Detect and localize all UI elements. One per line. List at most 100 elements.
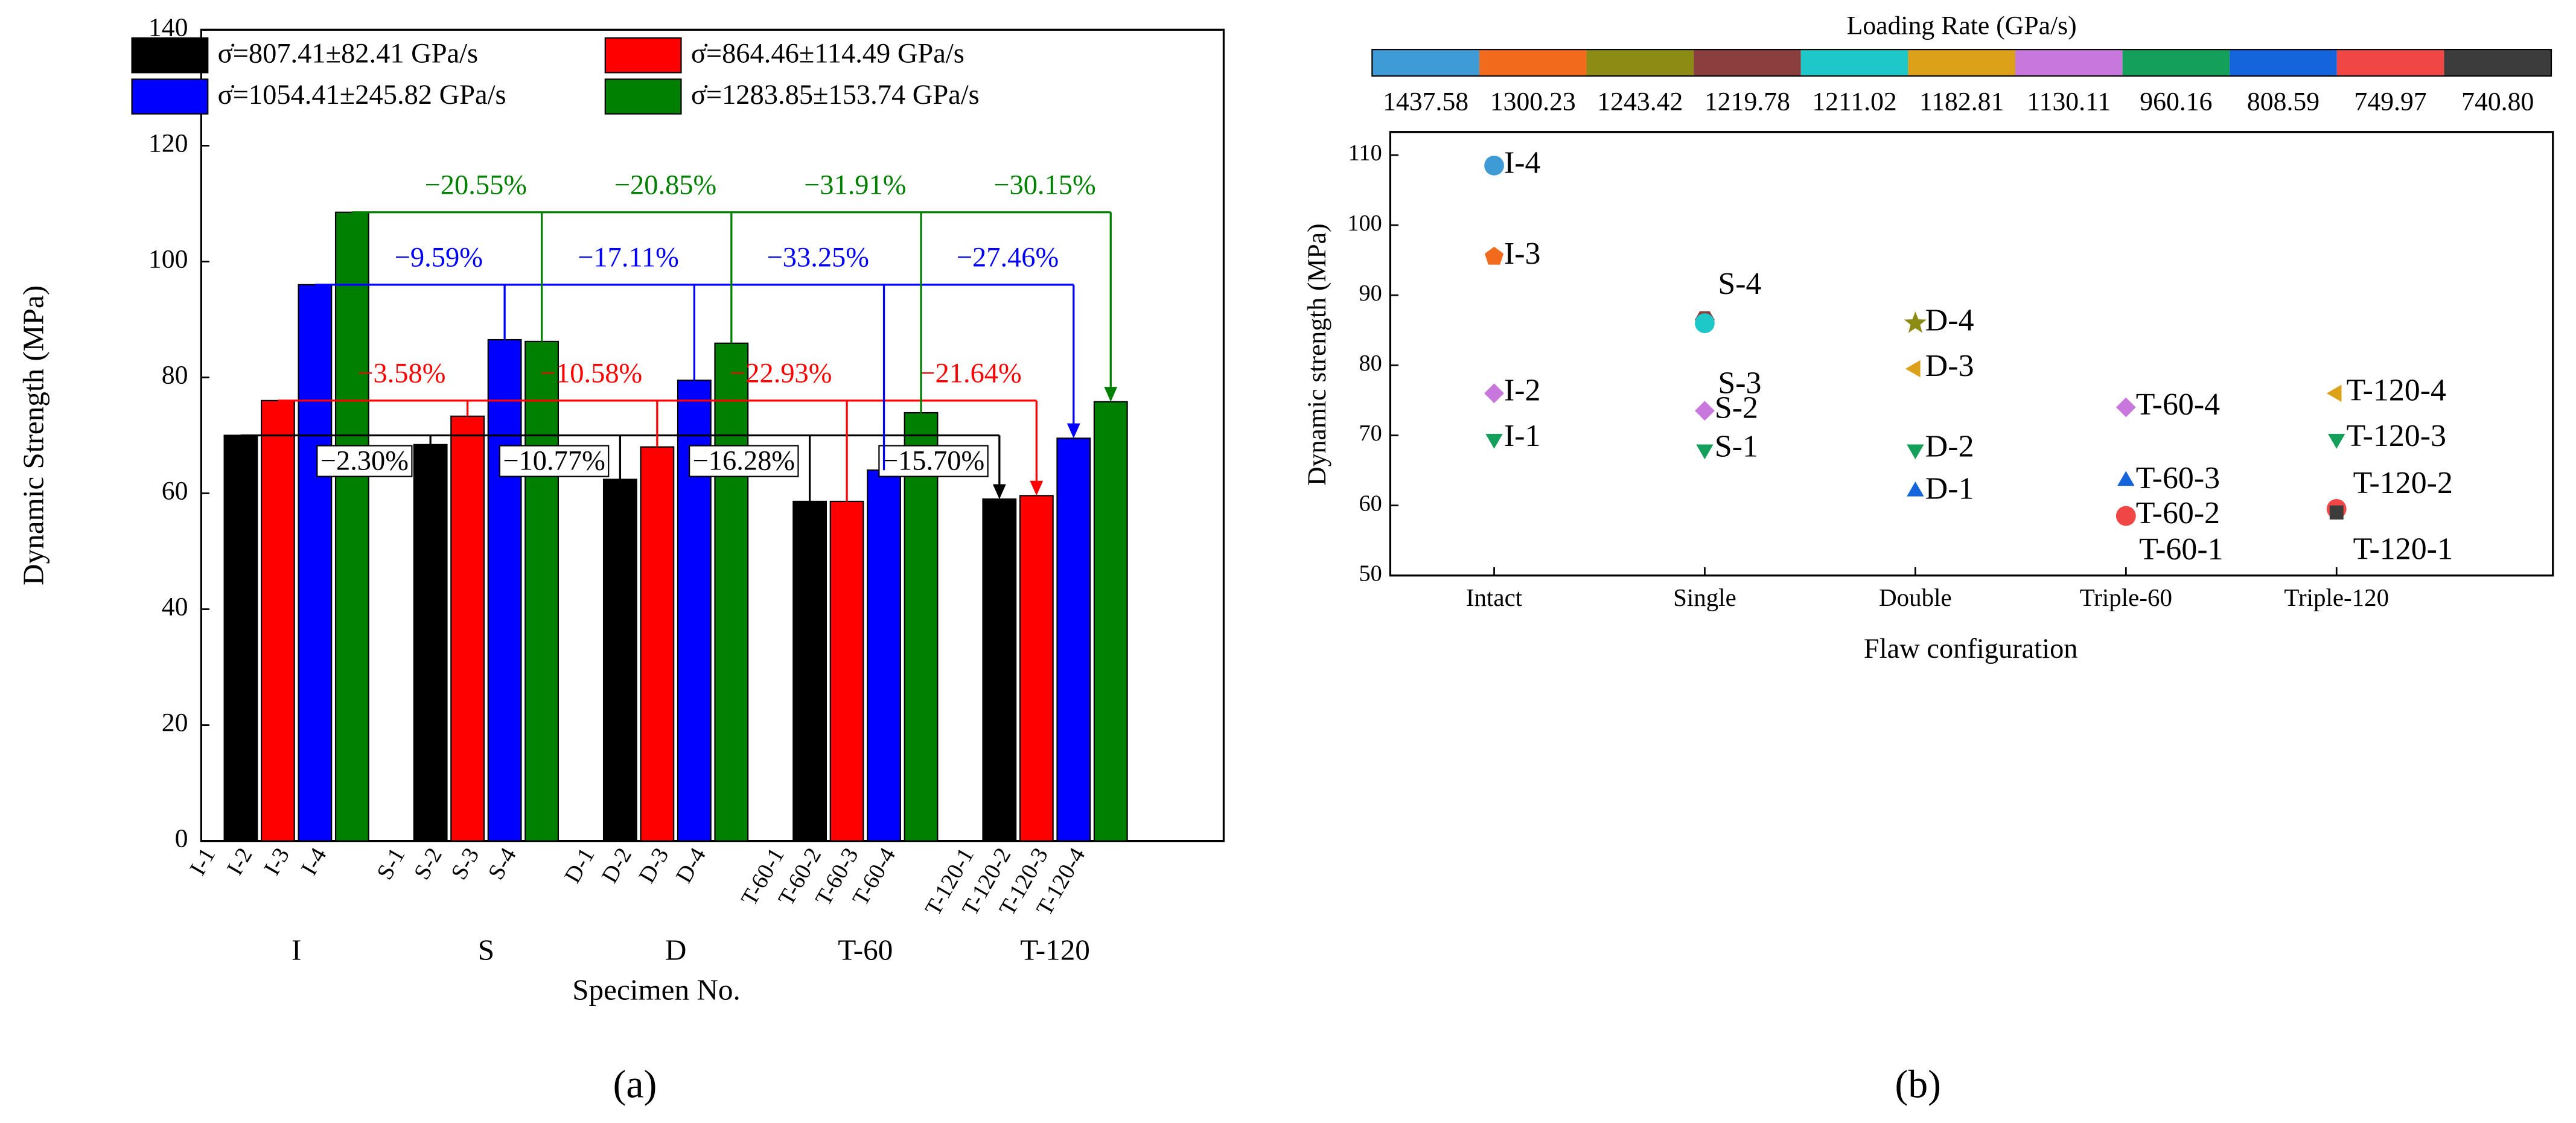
- point-label: T-60-2: [2136, 496, 2220, 530]
- annotation: −16.28%: [693, 446, 795, 477]
- colorbar-label: 808.59: [2247, 87, 2319, 116]
- y-tick-label: 110: [1348, 141, 1382, 166]
- bar: [640, 446, 675, 842]
- colorbar-label: 1182.81: [1919, 87, 2004, 116]
- annotation: −10.77%: [503, 446, 605, 477]
- legend-label: σ̇=864.46±114.49 GPa/s: [691, 39, 964, 69]
- bar: [792, 500, 827, 842]
- plot-frame: [200, 28, 1225, 842]
- arrow-head: [1104, 387, 1118, 402]
- colorbar-segment: [2122, 49, 2230, 76]
- y-tick-label: 100: [148, 244, 188, 273]
- colorbar-segment: [2336, 49, 2444, 76]
- bar: [487, 339, 522, 842]
- bar: [867, 469, 901, 842]
- annotation: −3.58%: [357, 358, 445, 389]
- group-label: S: [478, 934, 494, 967]
- panel-label: (b): [1895, 1063, 1941, 1107]
- annotation-box: [878, 445, 989, 477]
- legend-label: σ̇=1283.85±153.74 GPa/s: [691, 80, 980, 110]
- annotation: −20.55%: [425, 170, 527, 200]
- x-axis-title: Specimen No.: [572, 973, 741, 1006]
- point-label: T-120-2: [2353, 466, 2453, 500]
- colorbar-segment: [2444, 49, 2552, 76]
- point-label: D-1: [1925, 471, 1974, 506]
- point-label: D-3: [1925, 349, 1974, 383]
- bar: [602, 479, 637, 842]
- annotation-box: [499, 445, 610, 477]
- point: [2328, 434, 2345, 449]
- colorbar-frame: [1371, 48, 2552, 77]
- annotation: −27.46%: [957, 242, 1059, 273]
- point-label: I-4: [1504, 145, 1541, 180]
- point: [2329, 505, 2344, 520]
- bar: [829, 500, 864, 842]
- point-label: T-120-1: [2353, 532, 2453, 567]
- colorbar-label: 1219.78: [1704, 87, 1790, 116]
- point-label: S-2: [1715, 391, 1758, 425]
- annotation: −30.15%: [993, 170, 1095, 200]
- y-tick-label: 80: [162, 360, 188, 389]
- point-label: I-3: [1504, 237, 1541, 271]
- bar: [260, 399, 295, 842]
- point: [1696, 444, 1714, 460]
- y-tick-label: 40: [162, 593, 188, 622]
- point: [1484, 246, 1504, 265]
- point-label: S-4: [1718, 267, 1761, 301]
- group-label: T-60: [838, 934, 893, 967]
- annotation: −10.58%: [540, 358, 642, 389]
- y-tick-label: 50: [1359, 561, 1382, 587]
- point: [1485, 434, 1503, 449]
- y-tick-label: 90: [1359, 281, 1382, 306]
- annotation: −20.85%: [614, 170, 716, 200]
- point-label: S-1: [1715, 430, 1758, 464]
- legend-swatch: [604, 37, 682, 74]
- point: [1695, 313, 1715, 334]
- y-tick-label: 80: [1359, 351, 1382, 376]
- point-label: S-3: [1718, 366, 1761, 400]
- y-tick-label: 0: [175, 824, 188, 853]
- y-tick-label: 70: [1359, 421, 1382, 446]
- x-axis-title: Flaw configuration: [1864, 634, 2078, 664]
- colorbar-segment: [1586, 49, 1694, 76]
- point-label: T-60-3: [2136, 461, 2220, 495]
- colorbar-segment: [1372, 49, 1479, 76]
- colorbar-segment: [1694, 49, 1801, 76]
- annotation-box: [689, 445, 799, 477]
- colorbar-segment: [1479, 49, 1587, 76]
- point-label: T-120-4: [2347, 374, 2446, 408]
- y-axis-title: Dynamic Strength (MPa): [16, 285, 49, 585]
- point: [1484, 155, 1504, 176]
- legend-swatch: [604, 78, 682, 115]
- group-label: I: [292, 934, 301, 967]
- legend-label: σ̇=1054.41±245.82 GPa/s: [218, 80, 506, 110]
- colorbar-label: 1437.58: [1383, 87, 1468, 116]
- x-tick-label: Double: [1879, 584, 1952, 611]
- colorbar-label: 960.16: [2140, 87, 2212, 116]
- point-label: D-4: [1925, 304, 1974, 338]
- colorbar-label: 740.80: [2461, 87, 2534, 116]
- point-label: T-60-4: [2136, 387, 2220, 422]
- point-label: T-120-3: [2347, 419, 2446, 453]
- point: [2326, 384, 2342, 402]
- bar: [450, 415, 485, 842]
- arrow-head: [1066, 423, 1080, 439]
- y-tick-label: 60: [1359, 491, 1382, 516]
- x-tick-label: Single: [1673, 584, 1736, 611]
- point: [2117, 471, 2135, 486]
- bar: [413, 444, 448, 842]
- annotation: −9.59%: [395, 242, 483, 273]
- legend-swatch: [131, 78, 209, 115]
- arrow-head: [1030, 480, 1044, 496]
- x-tick-label: Intact: [1466, 584, 1523, 611]
- colorbar-label: 1243.42: [1597, 87, 1683, 116]
- group-label: T-120: [1020, 934, 1090, 967]
- annotation-box: [316, 445, 413, 477]
- bar: [1019, 495, 1054, 842]
- annotation: −22.93%: [730, 358, 832, 389]
- annotation: −33.25%: [767, 242, 869, 273]
- colorbar-label: 1300.23: [1490, 87, 1576, 116]
- annotation: −17.11%: [578, 242, 679, 273]
